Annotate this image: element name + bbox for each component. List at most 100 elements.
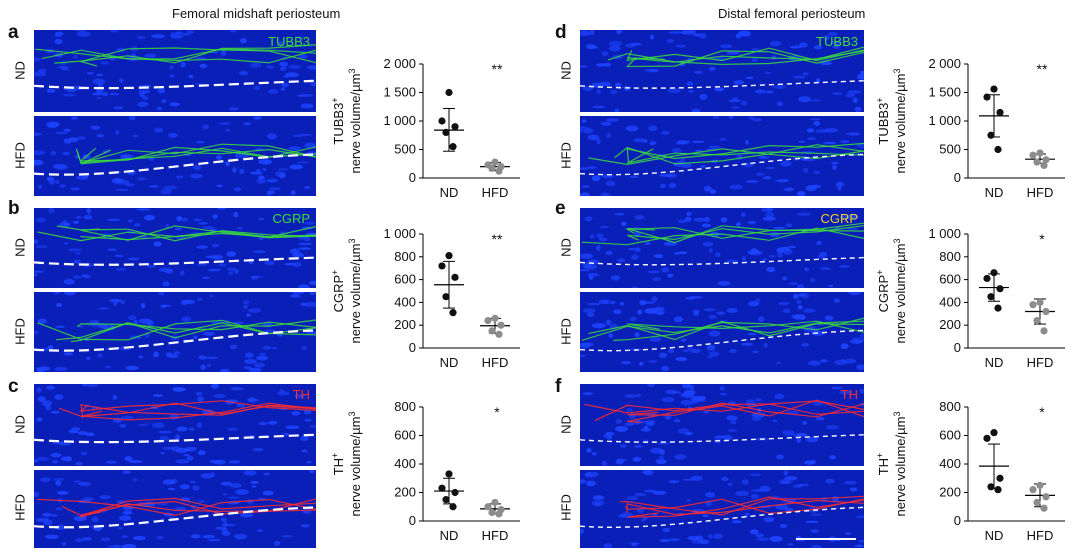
micrograph-a-hfd — [34, 116, 316, 196]
data-point — [484, 317, 492, 325]
nucleus — [156, 106, 163, 111]
nucleus — [758, 156, 770, 159]
nucleus — [600, 121, 612, 126]
nucleus — [80, 451, 88, 456]
stain-label-f: TH — [840, 387, 858, 402]
nucleus — [776, 101, 783, 107]
nucleus — [138, 423, 149, 426]
nucleus — [40, 477, 51, 483]
micrograph-f-nd — [580, 384, 864, 466]
nucleus — [205, 356, 219, 360]
nucleus — [253, 362, 265, 368]
nucleus — [797, 483, 810, 487]
nucleus — [806, 436, 819, 443]
nucleus — [264, 260, 275, 266]
data-point — [495, 510, 503, 518]
nucleus — [648, 125, 658, 132]
x-tick-label: ND — [985, 355, 1004, 370]
nucleus — [246, 313, 251, 317]
nucleus — [193, 218, 203, 222]
nucleus — [181, 300, 188, 306]
nucleus — [296, 36, 304, 39]
nucleus — [708, 145, 721, 148]
plot-b: 0 200 400 600 800 1 000 ND HFD CGRP+ nerve volume… — [325, 222, 525, 377]
nucleus — [657, 442, 669, 445]
nucleus — [677, 428, 690, 434]
nucleus — [56, 303, 63, 307]
nucleus — [189, 173, 203, 179]
nucleus — [780, 160, 792, 167]
nucleus — [642, 516, 648, 520]
nucleus — [639, 361, 644, 366]
nucleus — [730, 420, 737, 425]
nucleus — [228, 107, 239, 111]
nucleus — [41, 400, 52, 407]
nucleus — [684, 216, 692, 222]
row-label-d-nd: ND — [558, 61, 574, 80]
y-tick-label: 400 — [939, 456, 961, 471]
nucleus — [586, 43, 596, 50]
micrograph-e-hfd — [580, 292, 864, 372]
nucleus — [766, 266, 776, 273]
data-point — [438, 484, 446, 492]
nucleus — [266, 192, 272, 196]
data-point — [994, 304, 1002, 312]
y-tick-label: 1 500 — [383, 85, 416, 100]
nucleus — [755, 172, 765, 176]
nucleus — [598, 237, 608, 242]
stain-label-b: CGRP — [272, 211, 310, 226]
nucleus — [193, 335, 198, 340]
nucleus — [77, 431, 88, 436]
nucleus — [812, 122, 821, 126]
nucleus — [37, 396, 46, 402]
nucleus — [775, 504, 789, 510]
nucleus — [712, 116, 720, 119]
nucleus — [703, 411, 710, 414]
nucleus — [251, 485, 257, 488]
nucleus — [590, 30, 595, 35]
nucleus — [839, 265, 850, 268]
nucleus — [99, 495, 112, 499]
nucleus — [716, 311, 725, 315]
nucleus — [825, 425, 839, 430]
stain-label-e: CGRP — [820, 211, 858, 226]
nucleus — [171, 478, 178, 485]
nucleus — [797, 191, 806, 196]
nucleus — [120, 416, 134, 419]
y-axis-label-line2: nerve volume/µm3 — [892, 69, 908, 174]
section-title-distal: Distal femoral periosteum — [718, 6, 866, 21]
micrograph-texture — [580, 30, 864, 112]
nucleus — [669, 538, 680, 542]
y-tick-label: 600 — [394, 272, 416, 287]
panel-letter-d: d — [555, 22, 567, 43]
nucleus — [209, 460, 223, 464]
data-point — [491, 158, 499, 166]
nucleus — [301, 449, 308, 453]
nucleus — [176, 426, 188, 432]
nucleus — [686, 498, 692, 502]
nucleus — [34, 273, 38, 276]
nucleus — [189, 480, 196, 484]
y-axis-label-line1: TUBB3+ — [875, 97, 891, 144]
nucleus — [844, 480, 857, 485]
nucleus — [721, 477, 729, 481]
nucleus — [813, 170, 820, 175]
nerve-fiber — [37, 226, 316, 242]
panel-letter-c: c — [8, 376, 19, 397]
nucleus — [222, 531, 227, 533]
nucleus — [77, 31, 91, 37]
nucleus — [750, 493, 759, 500]
nucleus — [845, 214, 859, 220]
nucleus — [118, 515, 132, 521]
nucleus — [822, 141, 837, 145]
y-tick-label: 500 — [394, 142, 416, 157]
significance-marker: * — [1039, 231, 1045, 247]
nucleus — [668, 182, 677, 189]
nucleus — [633, 138, 647, 143]
nucleus — [82, 384, 87, 387]
nucleus — [580, 342, 594, 346]
nerve-fiber — [619, 495, 864, 516]
nucleus — [605, 180, 616, 187]
nucleus — [235, 489, 250, 495]
nucleus — [647, 384, 655, 387]
